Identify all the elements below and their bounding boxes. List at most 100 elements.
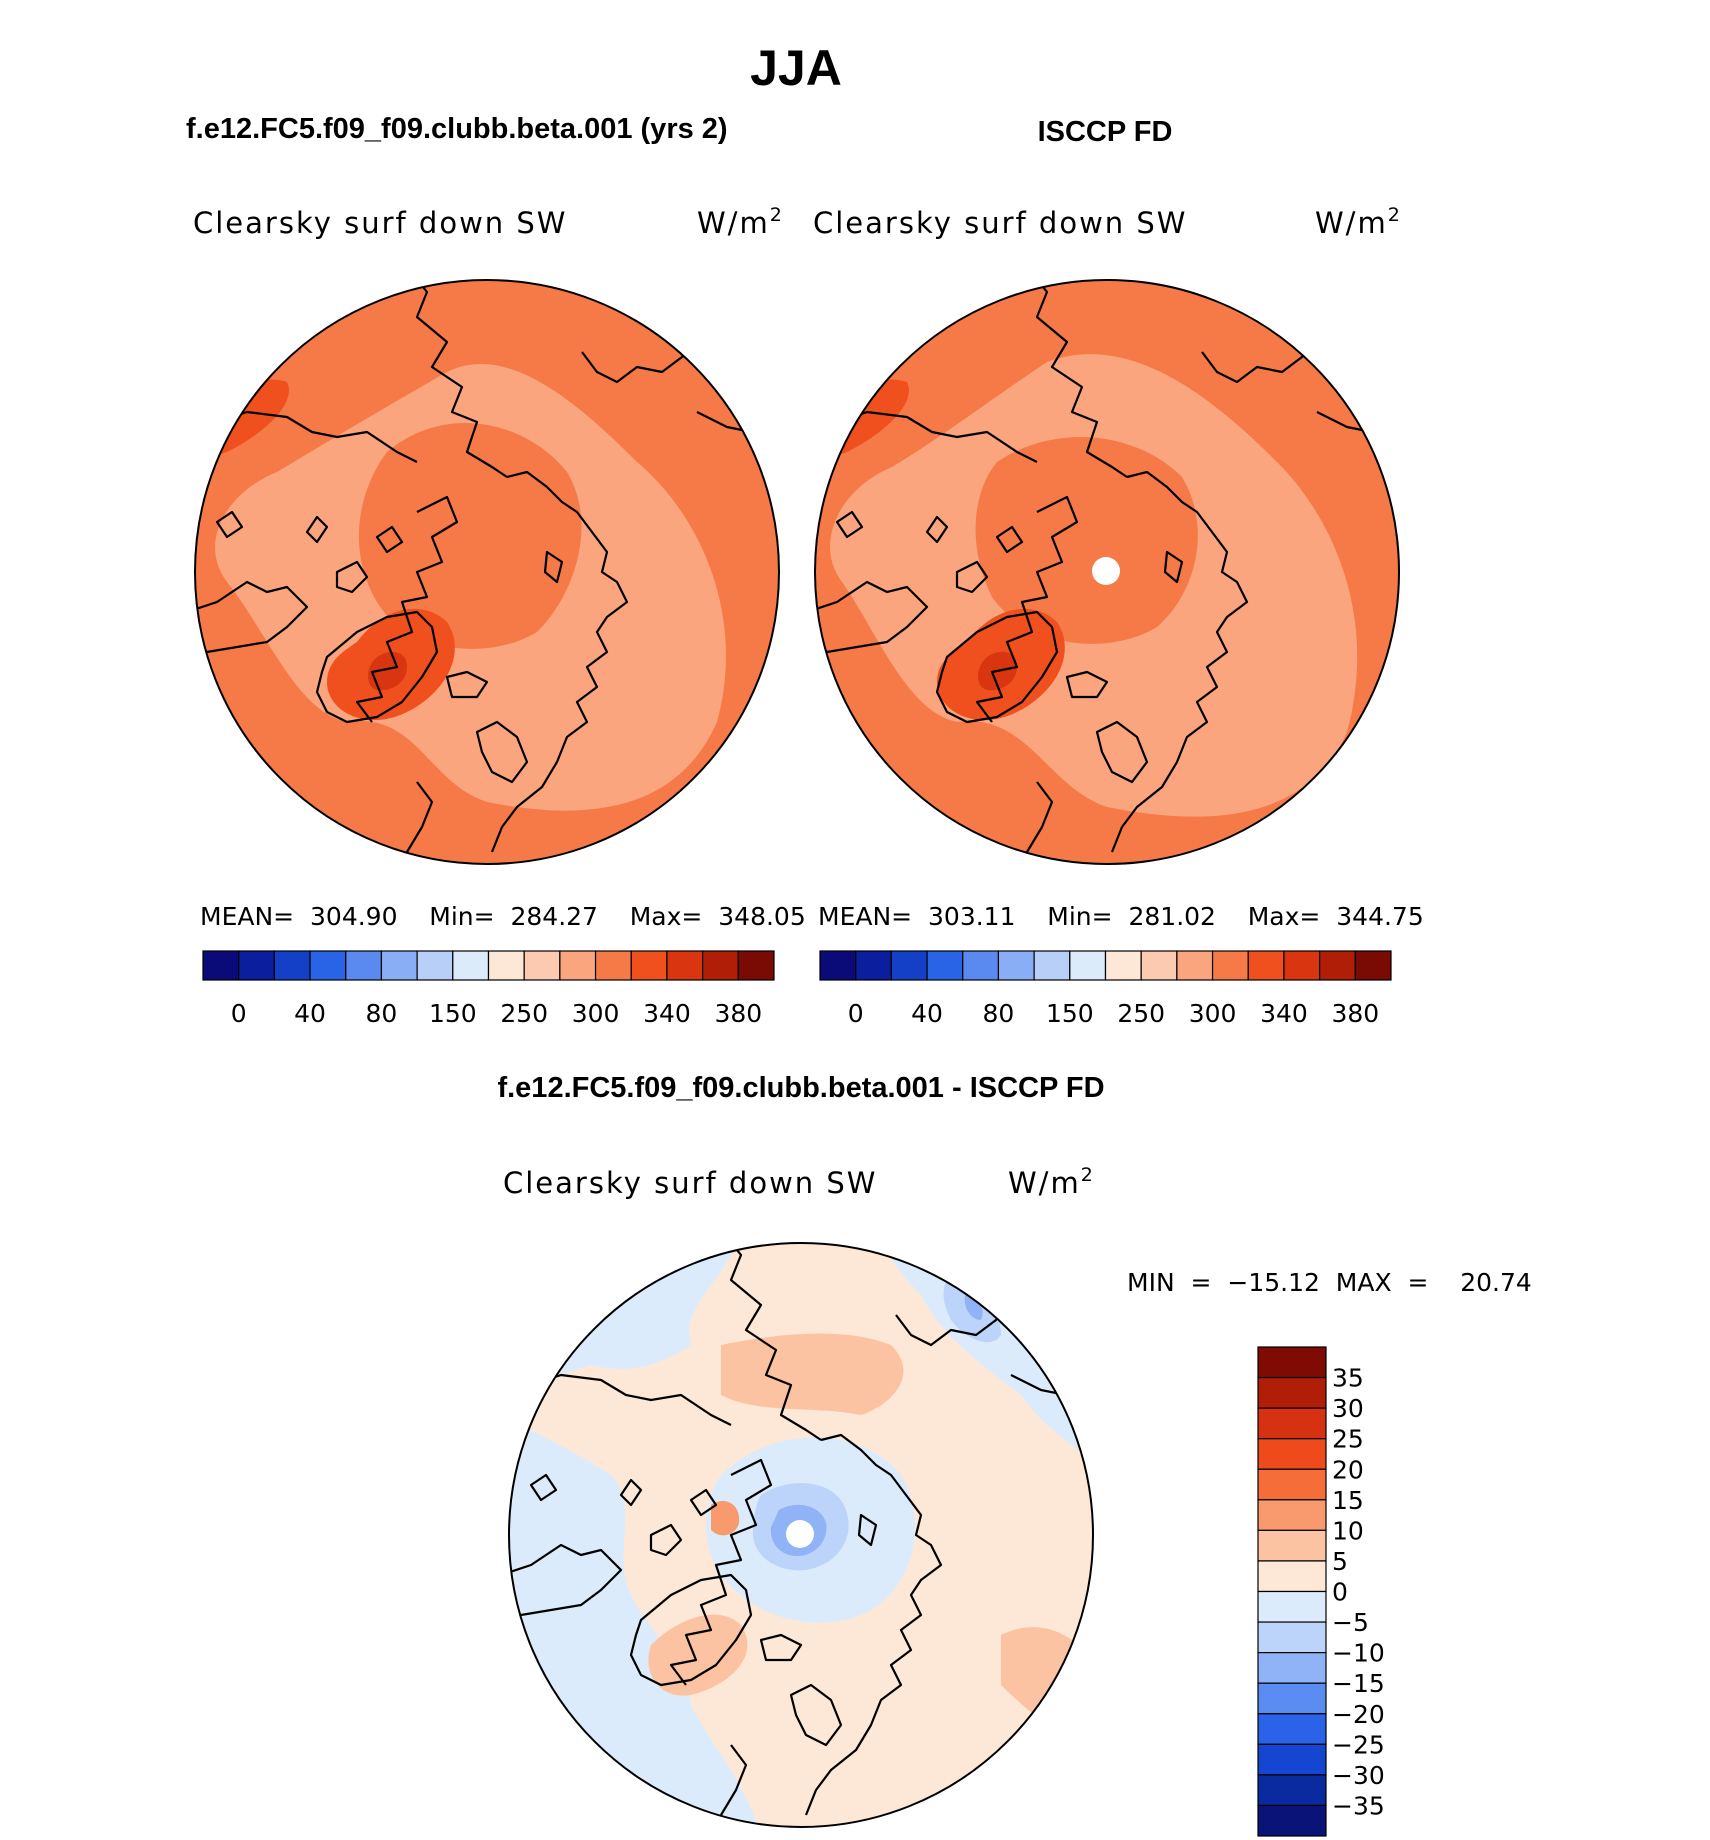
diff-colorbar-label: −15: [1332, 1669, 1385, 1698]
diff-min-max: MIN = −15.12 MAX = 20.74: [1127, 1268, 1532, 1297]
diff-colorbar-label: 0: [1332, 1578, 1348, 1607]
diff-colorbar-box: [1257, 1682, 1327, 1715]
diff-colorbar-box: [1257, 1713, 1327, 1745]
diff-colorbar-label: −35: [1332, 1791, 1385, 1820]
model-panel: Clearsky surf down SW W/m2 MEAN= 304.90 …: [193, 204, 806, 1028]
diff-map-border: [508, 1242, 1094, 1828]
model-colorbar-box: [523, 950, 561, 981]
obs-colorbar-box: [1211, 950, 1249, 981]
diff-colorbar-box: [1257, 1438, 1327, 1470]
obs-colorbar-box: [926, 950, 964, 981]
obs-colorbar-box: [1247, 950, 1285, 981]
obs-colorbar-label: 250: [1117, 999, 1165, 1028]
diff-colorbar-box: [1257, 1407, 1327, 1440]
obs-colorbar-box: [1104, 950, 1142, 981]
model-map-border: [194, 279, 780, 865]
season-title: JJA: [750, 40, 842, 96]
obs-colorbar-label: 150: [1046, 999, 1094, 1028]
obs-colorbar-box: [1319, 950, 1356, 981]
model-colorbar-box: [202, 950, 240, 981]
obs-colorbar-box: [997, 950, 1035, 981]
diff-colorbar-label: 5: [1332, 1547, 1348, 1576]
model-case-title: f.e12.FC5.f09_f09.clubb.beta.001 (yrs 2): [186, 113, 728, 145]
diff-colorbar-label: −30: [1332, 1761, 1385, 1790]
diff-colorbar-box: [1257, 1590, 1327, 1623]
model-colorbar: 0 40 80 150 250 300 340 380: [202, 950, 775, 1028]
diff-colorbar-label: −25: [1332, 1730, 1385, 1759]
obs-colorbar: 0 40 80 150 250 300 340 380: [819, 950, 1392, 1028]
model-colorbar-box: [666, 950, 704, 981]
diff-colorbar-box: [1257, 1652, 1327, 1684]
diff-colorbar-label: 35: [1332, 1364, 1364, 1393]
model-colorbar-label: 340: [643, 999, 691, 1028]
model-colorbar-label: 0: [231, 999, 247, 1028]
diff-colorbar-box: [1257, 1621, 1327, 1654]
model-colorbar-box: [309, 950, 347, 981]
obs-title: ISCCP FD: [1038, 116, 1173, 148]
diff-colorbar-label: 30: [1332, 1394, 1364, 1423]
model-stats: MEAN= 304.90 Min= 284.27 Max= 348.05: [200, 902, 806, 931]
obs-map-border: [814, 279, 1400, 865]
model-colorbar-box: [702, 950, 739, 981]
model-colorbar-label: 380: [714, 999, 762, 1028]
obs-colorbar-box: [1140, 950, 1178, 981]
obs-colorbar-box: [1283, 950, 1321, 981]
obs-polar-map: [815, 280, 1399, 864]
obs-colorbar-box: [962, 950, 1000, 981]
diff-colorbar-label: 25: [1332, 1425, 1364, 1454]
diff-colorbar-box: [1257, 1560, 1327, 1593]
model-colorbar-box: [487, 950, 525, 981]
diff-units-label: W/m2: [1008, 1164, 1095, 1200]
model-colorbar-label: 250: [500, 999, 548, 1028]
diff-colorbar-box: [1257, 1376, 1327, 1409]
obs-colorbar-label: 80: [983, 999, 1015, 1028]
diff-colorbar-box: [1257, 1346, 1327, 1379]
model-colorbar-box: [559, 950, 597, 981]
model-colorbar-label: 40: [294, 999, 326, 1028]
diff-colorbar-label: −5: [1332, 1608, 1369, 1637]
diff-colorbar-box: [1257, 1774, 1327, 1807]
diff-panel: f.e12.FC5.f09_f09.clubb.beta.001 - ISCCP…: [497, 1072, 1532, 1837]
obs-colorbar-box: [1069, 950, 1107, 981]
model-variable-label: Clearsky surf down SW: [193, 206, 567, 240]
diff-colorbar-label: 15: [1332, 1486, 1364, 1515]
model-colorbar-box: [345, 950, 383, 981]
obs-colorbar-box: [1033, 950, 1071, 981]
model-polar-map: [195, 280, 779, 864]
model-colorbar-label: 300: [572, 999, 620, 1028]
obs-colorbar-label: 0: [848, 999, 864, 1028]
obs-pole-mask: [1092, 557, 1120, 585]
obs-colorbar-label: 380: [1331, 999, 1379, 1028]
model-colorbar-box: [238, 950, 275, 981]
obs-colorbar-box: [1176, 950, 1214, 981]
diff-colorbar-label: −10: [1332, 1639, 1385, 1668]
obs-stats: MEAN= 303.11 Min= 281.02 Max= 344.75: [818, 902, 1424, 931]
diff-colorbar-box: [1257, 1804, 1327, 1837]
diff-colorbar-label: 10: [1332, 1516, 1364, 1545]
diff-title: f.e12.FC5.f09_f09.clubb.beta.001 - ISCCP…: [497, 1072, 1104, 1104]
obs-colorbar-label: 340: [1260, 999, 1308, 1028]
diff-variable-label: Clearsky surf down SW: [503, 1166, 877, 1200]
obs-colorbar-box: [890, 950, 928, 981]
model-colorbar-box: [416, 950, 454, 981]
model-units-label: W/m2: [697, 204, 784, 240]
diff-colorbar-box: [1257, 1529, 1327, 1562]
model-colorbar-box: [737, 950, 775, 981]
diff-colorbar-label: 20: [1332, 1455, 1364, 1484]
model-colorbar-label: 150: [429, 999, 477, 1028]
model-colorbar-label: 80: [366, 999, 398, 1028]
model-colorbar-box: [594, 950, 632, 981]
model-colorbar-box: [452, 950, 490, 981]
model-colorbar-box: [273, 950, 311, 981]
diff-colorbar-box: [1257, 1743, 1327, 1776]
obs-colorbar-label: 40: [911, 999, 943, 1028]
obs-colorbar-label: 300: [1189, 999, 1237, 1028]
diff-colorbar-box: [1257, 1499, 1327, 1531]
model-colorbar-box: [380, 950, 418, 981]
obs-colorbar-box: [855, 950, 892, 981]
obs-variable-label: Clearsky surf down SW: [813, 206, 1187, 240]
obs-colorbar-box: [1354, 950, 1392, 981]
obs-panel: Clearsky surf down SW W/m2 MEAN= 303.11 …: [813, 204, 1424, 1028]
diff-pole-mask: [786, 1520, 814, 1548]
